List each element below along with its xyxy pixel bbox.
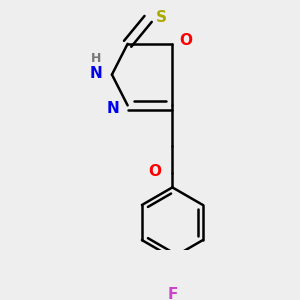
Text: N: N [89, 66, 102, 81]
Text: O: O [148, 164, 161, 179]
Text: H: H [91, 52, 101, 65]
Text: F: F [167, 287, 178, 300]
Text: O: O [179, 33, 192, 48]
Text: S: S [156, 10, 167, 25]
Text: N: N [106, 101, 119, 116]
